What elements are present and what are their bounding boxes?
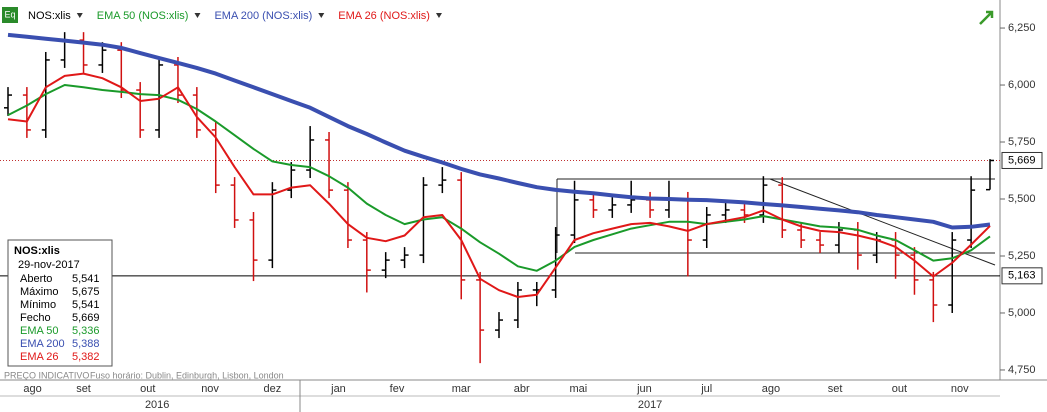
drawn-line	[769, 178, 996, 266]
info-label: Mínimo	[20, 299, 56, 311]
info-value: 5,675	[72, 286, 100, 298]
x-tick-label: mar	[452, 383, 471, 395]
legend-entry[interactable]: NOS:xlis	[28, 10, 71, 22]
info-label: Máximo	[20, 286, 59, 298]
trend-icon[interactable]	[979, 10, 994, 25]
x-tick-label: jun	[636, 383, 652, 395]
x-tick-label: out	[892, 383, 907, 395]
info-value: 5,541	[72, 273, 100, 285]
x-tick-label: mai	[569, 383, 587, 395]
legend-dropdown	[76, 13, 83, 18]
legend-dropdown	[318, 13, 325, 18]
legend-entry[interactable]: EMA 26 (NOS:xlis)	[338, 10, 430, 22]
y-tick-label: 5,250	[1008, 250, 1036, 262]
x-tick-label: dez	[264, 383, 282, 395]
y-tick-label: 5,500	[1008, 193, 1036, 205]
price-tag-label: 5,163	[1008, 270, 1036, 282]
legend-dropdown	[435, 13, 442, 18]
info-title: NOS:xlis	[14, 245, 60, 257]
info-value: 5,541	[72, 299, 100, 311]
symbol-icon[interactable]	[2, 7, 18, 23]
info-date: 29-nov-2017	[18, 259, 80, 271]
info-label: Fecho	[20, 312, 51, 324]
y-tick-label: 4,750	[1008, 364, 1036, 376]
x-tick-label: nov	[201, 383, 219, 395]
ema-line	[7, 84, 991, 272]
info-value: 5,336	[72, 325, 100, 337]
info-value: 5,382	[72, 351, 100, 363]
legend-entry[interactable]: EMA 50 (NOS:xlis)	[97, 10, 189, 22]
price-tag-label: 5,669	[1008, 154, 1036, 166]
y-tick-label: 5,750	[1008, 136, 1036, 148]
info-value: 5,388	[72, 338, 100, 350]
y-tick-label: 5,000	[1008, 307, 1036, 319]
year-label: 2016	[145, 399, 169, 411]
y-tick-label: 6,250	[1008, 22, 1036, 34]
x-tick-label: set	[76, 383, 91, 395]
info-value: 5,669	[72, 312, 100, 324]
price-tag	[1001, 151, 1043, 169]
ema-line	[7, 32, 991, 230]
x-tick-label: abr	[514, 383, 530, 395]
info-label: EMA 200	[20, 338, 65, 350]
y-tick-label: 6,000	[1008, 79, 1036, 91]
legend-dropdown	[194, 13, 201, 18]
legend-entry[interactable]: EMA 200 (NOS:xlis)	[214, 10, 312, 22]
x-tick-label: jan	[330, 383, 346, 395]
price-tag	[1001, 267, 1043, 285]
x-tick-label: nov	[951, 383, 969, 395]
info-label: EMA 50	[20, 325, 59, 337]
ema-line	[7, 72, 991, 298]
x-tick-label: out	[140, 383, 155, 395]
legend: NOS:xlis EMA 50 (NOS:xlis) EMA 200 (NOS:xl…	[28, 10, 442, 22]
x-tick-label: jul	[700, 383, 712, 395]
x-tick-label: ago	[23, 383, 41, 395]
symbol-icon-text: Eq	[4, 9, 15, 19]
x-tick-label: ago	[762, 383, 780, 395]
info-label: Aberto	[20, 273, 52, 285]
x-tick-label: set	[828, 383, 843, 395]
footer-label: PREÇO INDICATIVO	[4, 370, 89, 380]
footer-timezone: Fuso horário: Dublin, Edinburgh, Lisbon,…	[90, 370, 284, 380]
year-label: 2017	[638, 399, 662, 411]
info-label: EMA 26	[20, 351, 59, 363]
x-tick-label: fev	[390, 383, 405, 395]
info-box	[7, 239, 113, 367]
